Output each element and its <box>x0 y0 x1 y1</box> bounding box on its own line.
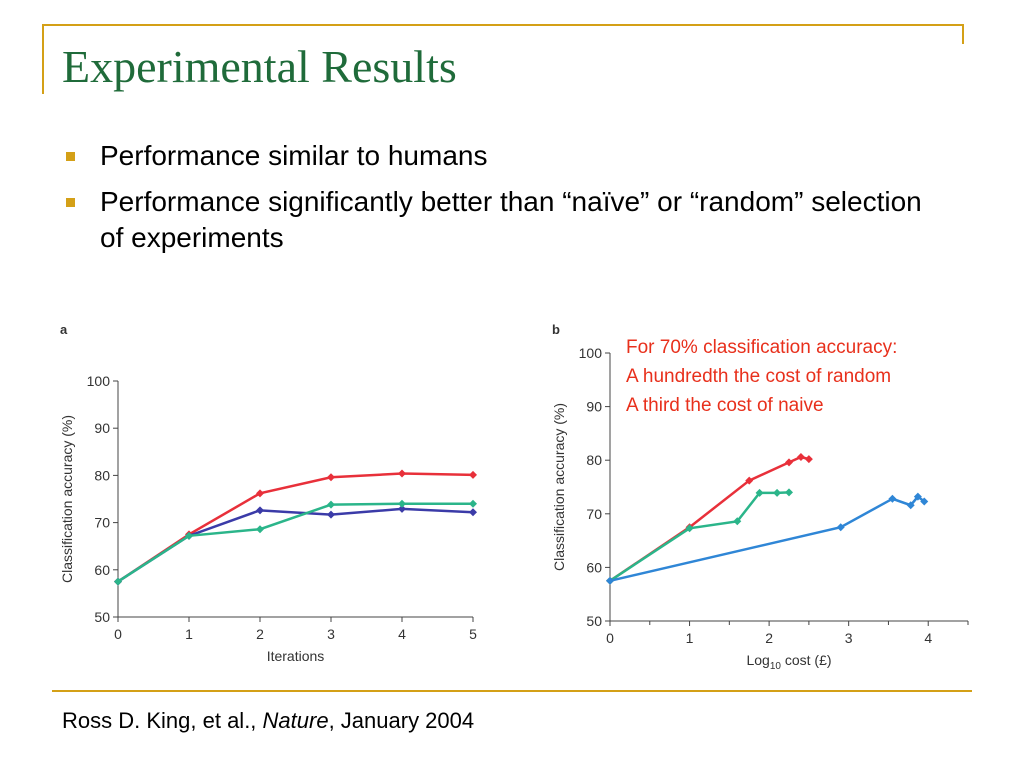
data-point <box>773 488 782 497</box>
y-axis-label: Classification accuracy (%) <box>551 403 567 571</box>
decorative-right-tick <box>962 24 964 44</box>
x-axis-label: Log10 cost (£) <box>746 652 831 672</box>
data-point <box>755 488 764 497</box>
series-line-2 <box>609 494 925 583</box>
y-tick-label: 80 <box>94 467 110 483</box>
data-point <box>469 470 477 479</box>
y-tick-label: 70 <box>94 515 110 531</box>
data-point <box>327 473 335 482</box>
data-point <box>733 517 742 526</box>
x-tick-label: 0 <box>606 630 614 646</box>
data-point <box>398 469 406 478</box>
slide-title: Experimental Results <box>62 41 457 92</box>
data-point <box>920 497 929 506</box>
y-tick-label: 50 <box>586 613 602 629</box>
bullet-list: Performance similar to humans Performanc… <box>62 138 922 266</box>
square-bullet-icon <box>66 152 75 161</box>
x-tick-label: 2 <box>256 626 264 642</box>
data-point <box>327 500 335 509</box>
x-tick-label: 3 <box>327 626 335 642</box>
data-point <box>796 452 805 461</box>
series-line-1 <box>609 491 790 582</box>
panel-label: b <box>552 322 560 337</box>
x-axis-label-subscript: 10 <box>770 661 782 672</box>
data-point <box>185 531 193 540</box>
y-tick-label: 100 <box>87 373 111 389</box>
data-point <box>256 506 264 515</box>
decorative-top-line <box>42 24 964 26</box>
y-tick-label: 60 <box>94 562 110 578</box>
data-point <box>469 499 477 508</box>
data-point <box>913 492 922 501</box>
data-point <box>398 504 406 513</box>
data-point <box>745 476 754 485</box>
data-point <box>114 577 122 586</box>
x-tick-label: 1 <box>686 630 694 646</box>
x-tick-label: 0 <box>114 626 122 642</box>
data-point <box>685 524 694 533</box>
x-tick-label: 3 <box>845 630 853 646</box>
citation: Ross D. King, et al., Nature, January 20… <box>62 708 474 734</box>
bullet-text: Performance similar to humans <box>100 140 488 171</box>
annotation-line: A hundredth the cost of random <box>626 366 892 387</box>
series-line-0 <box>117 472 474 583</box>
x-tick-label: 1 <box>185 626 193 642</box>
data-point <box>785 458 793 467</box>
data-point <box>804 455 813 464</box>
x-tick-label: 5 <box>469 626 477 642</box>
citation-journal: Nature <box>262 708 329 733</box>
series-line-2 <box>117 502 473 583</box>
bullet-item: Performance similar to humans <box>62 138 922 174</box>
x-tick-label: 4 <box>924 630 932 646</box>
y-tick-label: 50 <box>94 609 110 625</box>
x-tick-label: 4 <box>398 626 406 642</box>
chart-log-cost: b 50 60 70 80 90 100 0 1 2 3 4 Log10 cost (£) Classif… <box>551 322 969 672</box>
x-axis-label: Iterations <box>267 648 325 664</box>
citation-authors: Ross D. King, et al., <box>62 708 263 733</box>
y-tick-label: 60 <box>586 559 602 575</box>
square-bullet-icon <box>66 198 75 207</box>
bullet-text: Performance significantly better than “n… <box>100 186 922 253</box>
y-tick-label: 90 <box>586 399 602 415</box>
y-tick-label: 80 <box>586 452 602 468</box>
footer-divider <box>52 690 972 692</box>
data-point <box>606 576 614 585</box>
data-point <box>398 499 406 508</box>
panel-label: a <box>60 322 68 337</box>
data-point <box>906 501 915 510</box>
decorative-vertical-line <box>42 24 44 94</box>
bullet-item: Performance significantly better than “n… <box>62 184 922 256</box>
data-point <box>256 525 264 534</box>
data-point <box>836 523 845 532</box>
x-axis-label-prefix: Log <box>746 652 769 668</box>
chart-iterations: a 50 60 70 80 90 100 0 1 2 3 4 5 Iterations Classifica… <box>59 322 477 664</box>
y-tick-label: 70 <box>586 506 602 522</box>
y-tick-label: 90 <box>94 420 110 436</box>
x-tick-label: 2 <box>765 630 773 646</box>
data-point <box>785 488 793 497</box>
annotation-line: For 70% classification accuracy: <box>626 337 898 358</box>
citation-date: , January 2004 <box>328 708 475 733</box>
y-tick-label: 100 <box>579 345 603 361</box>
annotation-line: A third the cost of naive <box>626 395 824 416</box>
x-axis-label-suffix: cost (£) <box>781 652 832 668</box>
annotation-box: For 70% classification accuracy: A hundr… <box>626 333 897 420</box>
data-point <box>327 510 335 519</box>
y-axis-label: Classification accuracy (%) <box>59 415 75 583</box>
data-point <box>469 508 477 517</box>
data-point <box>888 494 897 503</box>
data-point <box>256 489 264 498</box>
